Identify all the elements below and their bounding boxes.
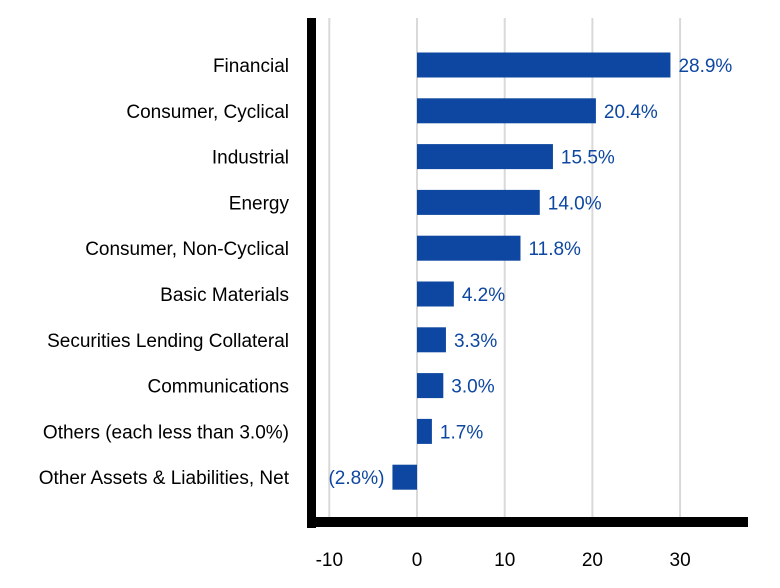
bar-4 xyxy=(417,235,521,261)
bars xyxy=(392,52,671,490)
category-label-1: Consumer, Cyclical xyxy=(126,102,289,123)
y-axis-line xyxy=(307,18,316,528)
bar-7 xyxy=(417,373,444,399)
category-label-0: Financial xyxy=(213,56,289,77)
bar-3 xyxy=(417,189,540,215)
category-labels: Financial Consumer, Cyclical Industrial Ene… xyxy=(39,56,290,489)
bar-5 xyxy=(417,281,454,307)
x-tick-labels: -10 0 10 20 30 xyxy=(316,550,691,571)
x-tick-label-4: 30 xyxy=(670,550,691,571)
x-tick-label-3: 20 xyxy=(582,550,603,571)
category-label-6: Securities Lending Collateral xyxy=(47,331,289,352)
bar-0 xyxy=(417,52,671,78)
value-label-0: 28.9% xyxy=(678,56,732,77)
bar-8 xyxy=(417,418,432,444)
bar-1 xyxy=(417,98,596,124)
value-label-8: 1.7% xyxy=(440,422,483,443)
value-labels: 28.9% 20.4% 15.5% 14.0% 11.8% 4.2% 3.3% 3.0% 1.7… xyxy=(328,56,732,489)
category-label-8: Others (each less than 3.0%) xyxy=(43,422,289,443)
category-label-9: Other Assets & Liabilities, Net xyxy=(39,468,290,489)
category-label-3: Energy xyxy=(229,193,290,214)
x-tick-label-2: 10 xyxy=(494,550,515,571)
value-label-2: 15.5% xyxy=(561,148,615,169)
bar-6 xyxy=(417,327,446,353)
bar-2 xyxy=(417,144,553,170)
value-label-5: 4.2% xyxy=(462,285,505,306)
value-label-7: 3.0% xyxy=(451,377,494,398)
gridlines xyxy=(328,18,682,517)
value-label-6: 3.3% xyxy=(454,331,497,352)
value-label-9: (2.8%) xyxy=(328,468,384,489)
category-label-4: Consumer, Non-Cyclical xyxy=(85,239,289,260)
value-label-3: 14.0% xyxy=(548,193,602,214)
value-label-1: 20.4% xyxy=(604,102,658,123)
category-label-7: Communications xyxy=(148,377,290,398)
value-label-4: 11.8% xyxy=(528,239,581,260)
category-label-5: Basic Materials xyxy=(160,285,289,306)
x-axis-line xyxy=(307,517,748,527)
bar-9 xyxy=(392,464,417,490)
x-tick-label-1: 0 xyxy=(412,550,423,571)
x-tick-label-0: -10 xyxy=(316,550,343,571)
category-label-2: Industrial xyxy=(212,148,289,169)
